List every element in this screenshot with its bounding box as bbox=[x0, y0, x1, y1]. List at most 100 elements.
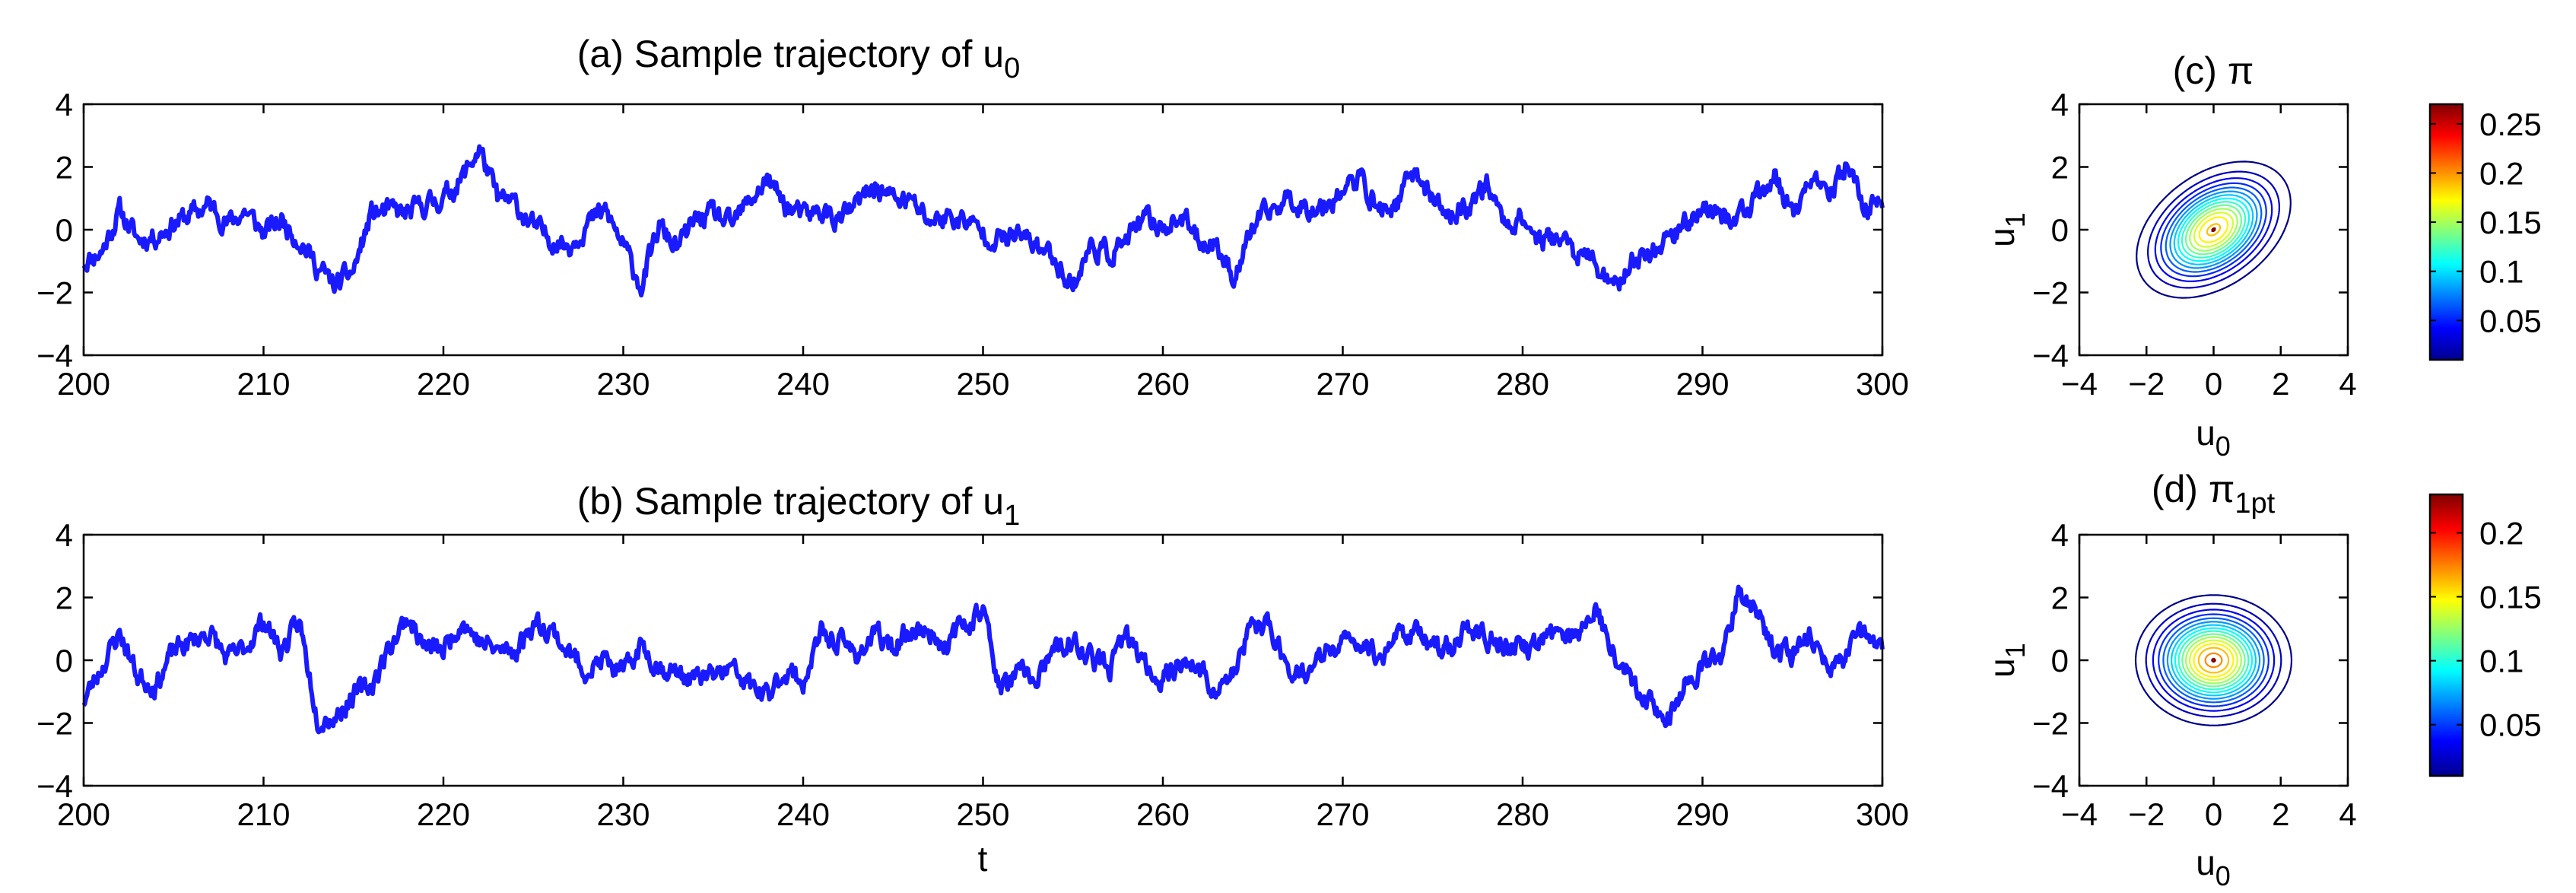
x-tick-label: 260 bbox=[1136, 796, 1190, 832]
y-tick-label: 4 bbox=[56, 87, 73, 122]
y-tick-label: −4 bbox=[2032, 768, 2069, 804]
panel-c-xlabel: u0 bbox=[2196, 413, 2231, 462]
contour-line bbox=[2136, 160, 2292, 299]
contour-line bbox=[2181, 633, 2246, 688]
panel-b-series bbox=[81, 584, 1885, 735]
x-tick-label: −2 bbox=[2128, 796, 2165, 832]
x-tick-label: 2 bbox=[2272, 366, 2289, 402]
x-tick-label: −4 bbox=[2061, 796, 2098, 832]
contour-line bbox=[2184, 204, 2243, 256]
y-tick-label: −4 bbox=[2032, 338, 2069, 373]
contour-line bbox=[2198, 216, 2229, 243]
y-tick-label: −2 bbox=[37, 706, 73, 742]
y-tick-label: 0 bbox=[56, 643, 73, 678]
y-tick-label: 2 bbox=[56, 150, 73, 186]
y-tick-label: 4 bbox=[56, 517, 73, 553]
x-tick-label: 250 bbox=[956, 366, 1009, 402]
y-tick-label: −4 bbox=[37, 338, 73, 373]
x-tick-label: 250 bbox=[956, 796, 1009, 832]
colorbar-tick-label: 0.15 bbox=[2479, 580, 2542, 615]
colorbar-tick-label: 0.2 bbox=[2479, 515, 2524, 551]
y-tick-label: 2 bbox=[2051, 150, 2069, 186]
x-tick-label: 280 bbox=[1496, 366, 1549, 402]
y-tick-label: 2 bbox=[2051, 580, 2069, 616]
x-tick-label: 220 bbox=[417, 796, 470, 832]
x-tick-label: 2 bbox=[2272, 796, 2289, 832]
x-tick-label: 300 bbox=[1856, 796, 1909, 832]
x-tick-label: −2 bbox=[2128, 366, 2165, 402]
colorbar-tick-label: 0.15 bbox=[2479, 205, 2542, 240]
colorbar-tick-label: 0.1 bbox=[2479, 644, 2524, 679]
y-tick-label: −2 bbox=[2032, 275, 2069, 311]
contour-line bbox=[2188, 639, 2239, 682]
panel-c-contours bbox=[2136, 160, 2292, 299]
trajectory-line bbox=[81, 144, 1885, 298]
contour-line bbox=[2134, 594, 2293, 726]
y-tick-label: 0 bbox=[56, 212, 73, 248]
x-tick-label: 230 bbox=[596, 796, 650, 832]
panel-d-frame bbox=[2078, 533, 2349, 787]
panel-a-trajectory-u0: (a) Sample trajectory of u0 200 210 220 230… bbox=[37, 33, 1909, 402]
colorbar-tick-label: 0.25 bbox=[2479, 106, 2542, 142]
x-tick-label: 290 bbox=[1676, 366, 1729, 402]
y-tick-label: 0 bbox=[2051, 643, 2069, 678]
contour-line bbox=[2166, 621, 2261, 700]
contour-line bbox=[2197, 647, 2230, 674]
y-tick-label: −2 bbox=[37, 275, 73, 311]
y-tick-label: 2 bbox=[56, 580, 73, 616]
panel-d-colorbar-ticks: 0.05 0.1 0.15 0.2 bbox=[2430, 515, 2542, 743]
contour-line bbox=[2211, 227, 2216, 232]
contour-line bbox=[2146, 170, 2281, 289]
y-tick-label: 4 bbox=[2051, 517, 2069, 553]
x-tick-label: 290 bbox=[1676, 796, 1729, 832]
contour-line bbox=[2184, 636, 2243, 685]
x-tick-label: 4 bbox=[2339, 796, 2356, 832]
contour-line bbox=[2173, 194, 2254, 265]
trajectory-line bbox=[81, 584, 1885, 735]
x-tick-label: 280 bbox=[1496, 796, 1549, 832]
panel-c-ylabel: u1 bbox=[1982, 212, 2031, 247]
y-tick-label: 0 bbox=[2051, 212, 2069, 248]
x-tick-label: 300 bbox=[1856, 366, 1909, 402]
panel-d-title: (d) π1pt bbox=[2152, 468, 2276, 520]
x-tick-label: 270 bbox=[1316, 366, 1369, 402]
y-tick-label: −4 bbox=[37, 768, 73, 804]
x-tick-label: 210 bbox=[237, 796, 290, 832]
contour-line bbox=[2145, 602, 2282, 718]
contour-line bbox=[2160, 182, 2267, 278]
panel-a-series bbox=[81, 144, 1885, 298]
contour-line bbox=[2158, 613, 2269, 707]
panel-d-colorbar: 0.05 0.1 0.15 0.2 bbox=[2428, 493, 2542, 777]
x-tick-label: 0 bbox=[2205, 366, 2222, 402]
colorbar-tick-label: 0.1 bbox=[2479, 254, 2524, 290]
panel-c-axis-ticks: −4 −2 0 2 4 −4 −2 0 2 4 bbox=[2032, 87, 2357, 402]
contour-line bbox=[2177, 197, 2250, 262]
contour-line bbox=[2152, 609, 2276, 712]
contour-line bbox=[2181, 201, 2247, 259]
panel-b-trajectory-u1: (b) Sample trajectory of u1 200 210 220 230… bbox=[37, 480, 1909, 879]
panel-a-title: (a) Sample trajectory of u0 bbox=[577, 33, 1020, 84]
contour-line bbox=[2193, 643, 2235, 678]
x-tick-label: 220 bbox=[417, 366, 470, 402]
contour-line bbox=[2174, 627, 2254, 694]
panel-d-colorbar-gradient bbox=[2428, 493, 2464, 777]
panel-b-xlabel: t bbox=[978, 839, 988, 879]
panel-a-frame bbox=[82, 103, 1884, 357]
contour-line bbox=[2154, 177, 2273, 282]
contour-line bbox=[2204, 652, 2223, 669]
panel-c-title: (c) π bbox=[2173, 49, 2254, 92]
panel-b-axis-ticks: 200 210 220 230 240 250 260 270 280 290 300 −4 −2 0 2 4 bbox=[37, 517, 1909, 832]
contour-line bbox=[2189, 208, 2238, 252]
contour-line bbox=[2206, 223, 2222, 237]
panel-d-xlabel: u0 bbox=[2196, 843, 2231, 891]
colorbar-tick-label: 0.05 bbox=[2479, 303, 2542, 338]
y-tick-label: −2 bbox=[2032, 706, 2069, 742]
contour-line bbox=[2169, 190, 2258, 269]
x-tick-label: −4 bbox=[2061, 366, 2098, 402]
panel-d-one-point-pdf: (d) π1pt −4 −2 0 2 4 −4 −2 0 2 4 u0 u1 0.05 0.1 0.1… bbox=[1982, 468, 2542, 891]
panel-b-frame bbox=[82, 533, 1884, 787]
x-tick-label: 200 bbox=[57, 366, 110, 402]
contour-line bbox=[2177, 630, 2250, 691]
x-tick-label: 210 bbox=[237, 366, 290, 402]
